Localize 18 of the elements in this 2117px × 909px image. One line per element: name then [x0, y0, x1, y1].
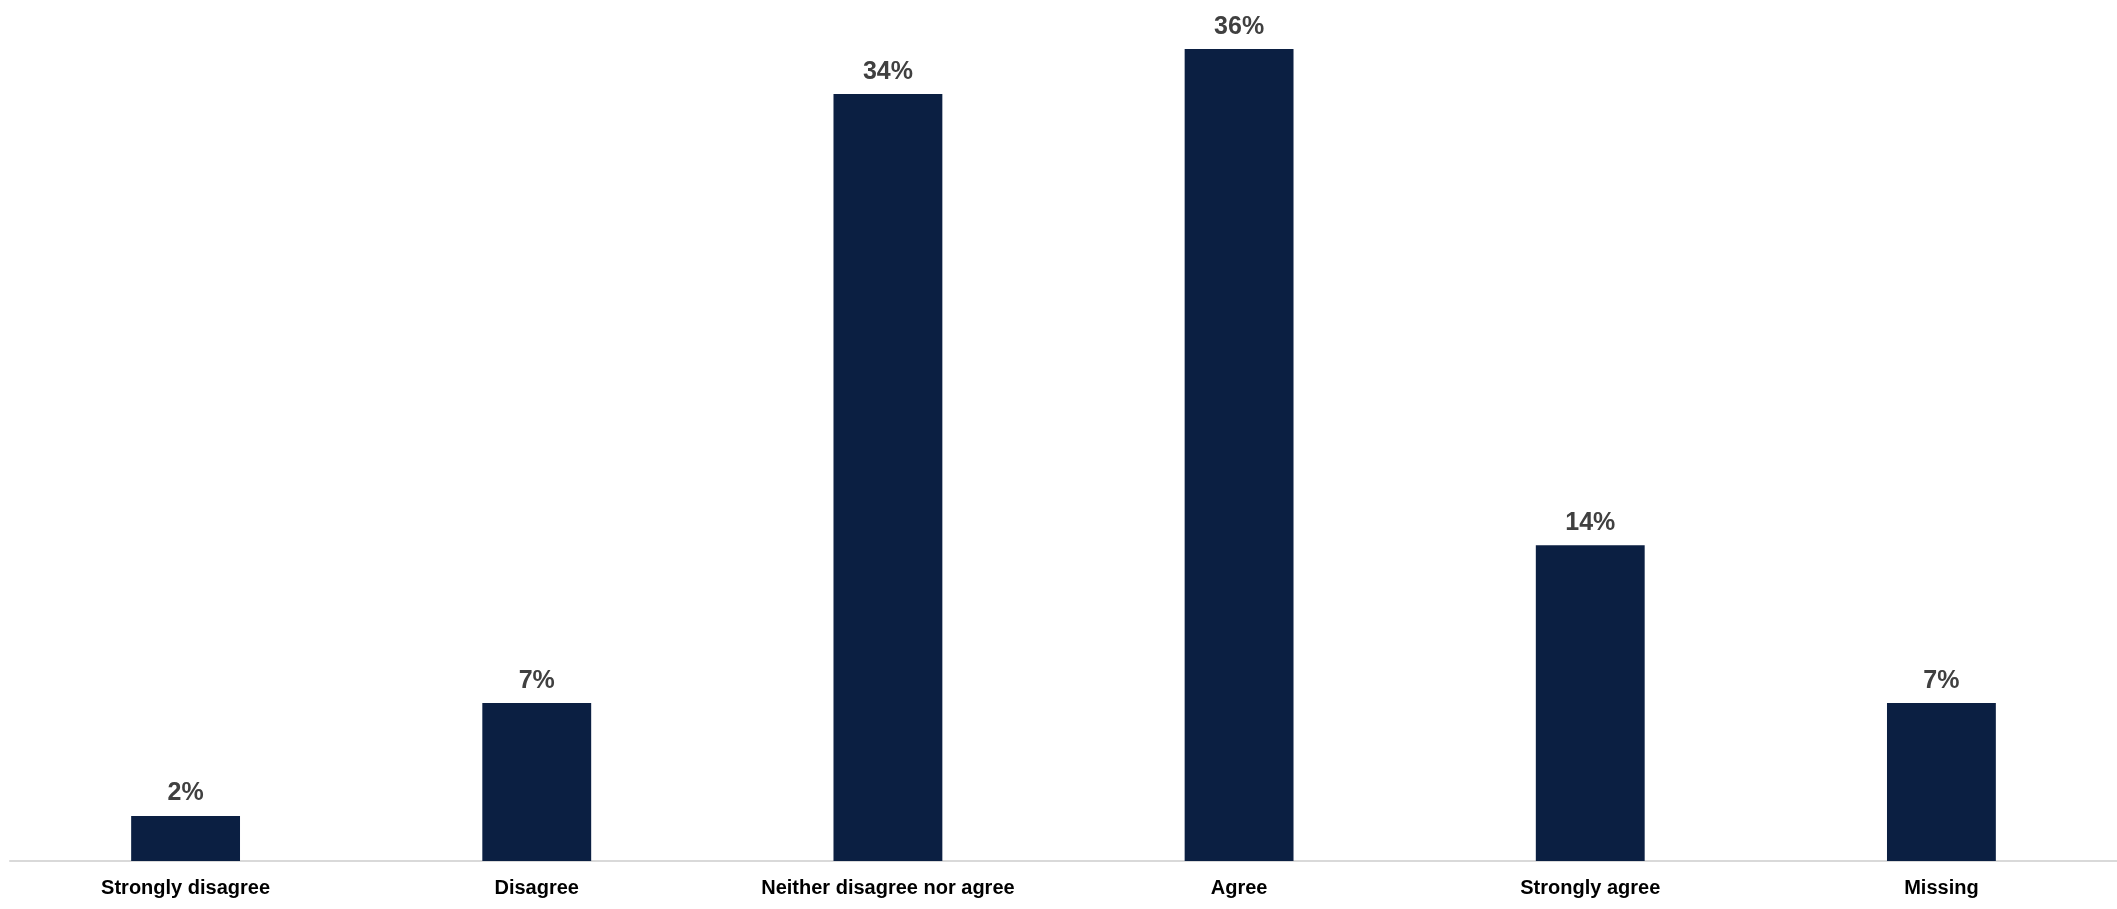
- bar: [833, 94, 943, 861]
- bar: [131, 815, 241, 861]
- data-label: 7%: [1923, 664, 1960, 693]
- data-label: 14%: [1565, 506, 1616, 535]
- data-label: 36%: [1214, 10, 1265, 39]
- data-label: 2%: [167, 777, 204, 806]
- x-tick-label: Strongly disagree: [101, 876, 271, 898]
- x-tick-label: Disagree: [494, 876, 579, 898]
- x-tick-label: Agree: [1210, 876, 1268, 898]
- x-tick-label: Neither disagree nor agree: [761, 876, 1015, 898]
- bar: [1184, 49, 1294, 861]
- bar: [1886, 703, 1996, 861]
- x-tick-label: Strongly agree: [1520, 876, 1661, 898]
- data-label: 7%: [518, 664, 555, 693]
- bar: [482, 703, 592, 861]
- data-label: 34%: [862, 55, 913, 84]
- x-tick-label: Missing: [1904, 876, 1979, 898]
- bar: [1535, 545, 1645, 861]
